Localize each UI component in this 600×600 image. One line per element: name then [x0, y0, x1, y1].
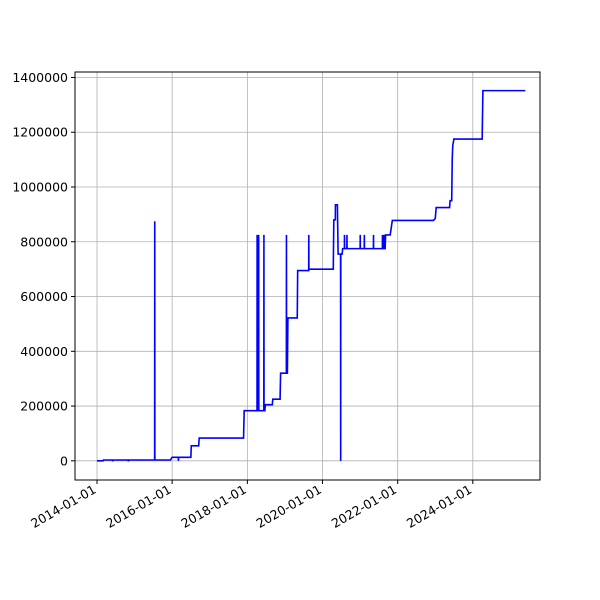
y-tick-label: 0 [60, 453, 68, 468]
x-axis: 2014-01-01 2016-01-01 2018-01-01 2020-01-01… [28, 480, 474, 531]
x-tick-label: 2016-01-01 [103, 482, 173, 531]
x-tick-label: 2020-01-01 [254, 482, 324, 531]
y-tick-label: 600000 [20, 289, 68, 304]
series-line-0 [97, 89, 526, 462]
y-tick-label: 200000 [20, 399, 68, 414]
y-tick-label: 400000 [20, 344, 68, 359]
plot-frame [74, 71, 541, 481]
y-tick-label: 1400000 [12, 70, 68, 85]
y-tick-label: 800000 [20, 234, 68, 249]
x-tick-label: 2024-01-01 [404, 482, 474, 531]
y-axis: 0 200000 400000 600000 800000 1000000 1200000 1… [12, 70, 75, 468]
x-tick-label: 2022-01-01 [329, 482, 399, 531]
y-tick-label: 1000000 [12, 180, 68, 195]
series-layer [97, 89, 526, 462]
grid [75, 72, 540, 480]
x-tick-label: 2018-01-01 [178, 482, 248, 531]
y-tick-label: 1200000 [12, 125, 68, 140]
x-tick-label: 2014-01-01 [28, 482, 98, 531]
